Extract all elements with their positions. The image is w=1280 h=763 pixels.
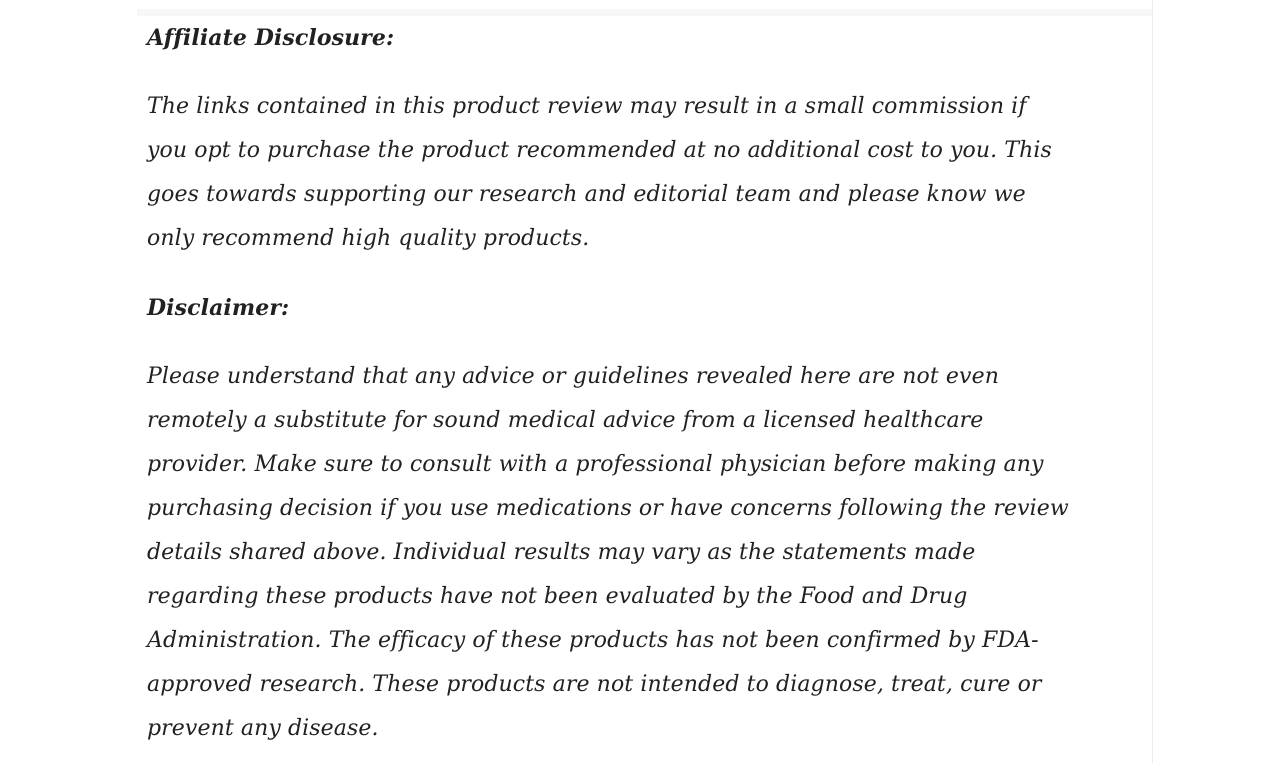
disclaimer-heading: Disclaimer: xyxy=(147,295,290,321)
article-content-column: Affiliate Disclosure: The links containe… xyxy=(137,0,1153,763)
affiliate-disclosure-paragraph: The links contained in this product revi… xyxy=(147,94,1052,251)
affiliate-disclosure-heading: Affiliate Disclosure: xyxy=(147,25,395,51)
disclaimer-paragraph: Please understand that any advice or gui… xyxy=(147,364,1069,741)
top-divider-strip xyxy=(137,9,1152,16)
